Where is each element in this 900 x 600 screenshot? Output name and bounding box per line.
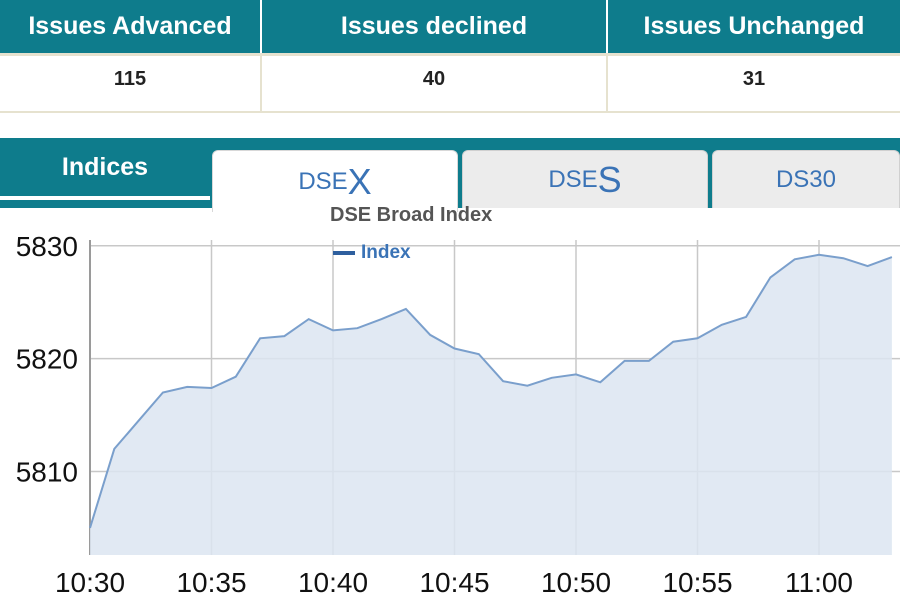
tab-dsex-suffix: X — [347, 160, 372, 202]
issues-advanced-header: Issues Advanced — [0, 0, 262, 53]
index-point-28 — [769, 276, 771, 278]
index-point-6 — [235, 376, 237, 378]
index-point-3 — [162, 392, 164, 394]
index-point-17 — [502, 380, 504, 382]
tab-dses-suffix: S — [597, 158, 622, 200]
x-tick-label-1: 10:35 — [176, 567, 246, 598]
index-point-15 — [454, 347, 456, 349]
y-tick-label-2: 5830 — [16, 231, 78, 262]
x-tick-label-6: 11:00 — [785, 567, 853, 598]
index-point-31 — [842, 257, 844, 259]
issues-advanced-value: 115 — [0, 53, 262, 111]
tab-ds30-label: DS30 — [775, 165, 837, 193]
issues-declined-header: Issues declined — [262, 0, 608, 53]
issues-unchanged-value: 31 — [608, 53, 900, 111]
index-point-1 — [113, 448, 115, 450]
legend-label-index: Index — [361, 242, 411, 263]
x-tick-label-5: 10:55 — [662, 567, 732, 598]
index-point-4 — [186, 386, 188, 388]
issues-values-row: 115 40 31 — [0, 53, 900, 113]
index-point-26 — [721, 324, 723, 326]
index-point-16 — [478, 353, 480, 355]
indices-underline — [0, 196, 210, 200]
index-line — [89, 253, 893, 529]
issues-header-row: Issues Advanced Issues declined Issues U… — [0, 0, 900, 53]
index-point-2 — [138, 420, 140, 422]
y-tick-label-1: 5820 — [16, 344, 78, 375]
index-point-10 — [332, 329, 334, 331]
tab-dsex[interactable]: DSE X — [212, 150, 458, 212]
index-point-5 — [211, 387, 213, 389]
index-point-9 — [308, 318, 310, 320]
tab-dsex-prefix: DSE — [298, 167, 348, 195]
tab-dses-prefix: DSE — [548, 165, 598, 193]
index-point-32 — [867, 265, 869, 267]
chart-legend[interactable]: Index — [333, 242, 411, 264]
index-point-21 — [599, 381, 601, 383]
index-point-0 — [89, 527, 91, 529]
index-point-11 — [356, 327, 358, 329]
index-point-25 — [697, 337, 699, 339]
legend-swatch — [333, 251, 355, 255]
x-axis-ticks: 10:30 10:35 10:40 10:45 10:50 10:55 11:00 — [55, 567, 853, 598]
y-tick-label-0: 5810 — [16, 456, 78, 487]
index-point-29 — [794, 258, 796, 260]
index-point-13 — [405, 308, 407, 310]
indices-section-label: Indices — [61, 152, 149, 181]
index-point-27 — [745, 316, 747, 318]
issues-unchanged-header: Issues Unchanged — [643, 12, 865, 40]
index-point-24 — [672, 341, 674, 343]
x-tick-label-3: 10:45 — [419, 567, 489, 598]
y-axis-ticks: 5810 5820 5830 — [16, 231, 78, 488]
tab-ds30[interactable]: DS30 — [712, 150, 900, 208]
x-tick-label-4: 10:50 — [541, 567, 611, 598]
issues-declined-value: 40 — [262, 53, 608, 111]
chart-title: DSE Broad Index — [330, 204, 493, 226]
x-tick-label-2: 10:40 — [298, 567, 368, 598]
index-point-18 — [526, 385, 528, 387]
index-area-fill — [90, 254, 892, 556]
index-point-19 — [551, 377, 553, 379]
index-point-30 — [818, 254, 820, 256]
index-point-23 — [648, 360, 650, 362]
index-point-12 — [381, 318, 383, 320]
index-point-22 — [624, 360, 626, 362]
index-point-14 — [429, 334, 431, 336]
index-point-8 — [283, 335, 285, 337]
index-point-7 — [259, 337, 261, 339]
index-point-20 — [575, 373, 577, 375]
x-tick-label-0: 10:30 — [55, 567, 125, 598]
index-point-33 — [891, 256, 893, 258]
tab-dses[interactable]: DSE S — [462, 150, 708, 208]
